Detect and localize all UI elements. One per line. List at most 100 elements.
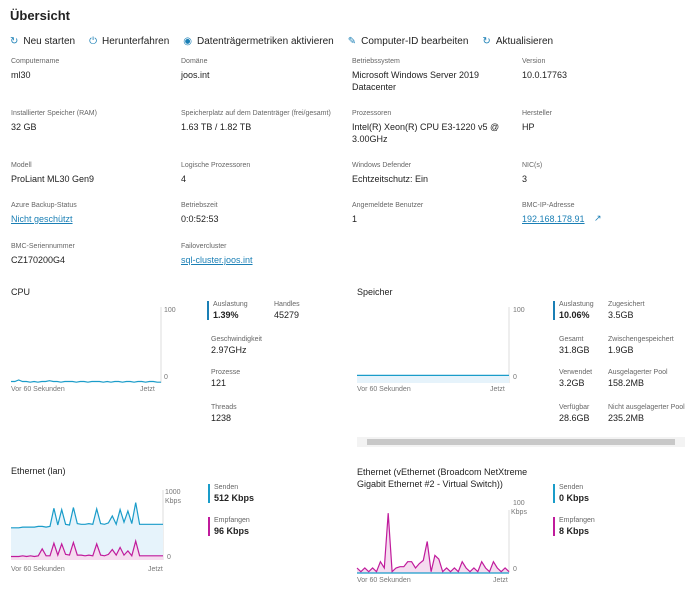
- property-label: BMC-Seriennummer: [11, 243, 75, 250]
- eth2-unit: Kbps: [511, 509, 527, 516]
- power-icon: ⏻: [89, 36, 98, 47]
- cpu-title: CPU: [11, 287, 31, 297]
- eth2-receive-line: [356, 513, 510, 574]
- property-value: joos.int: [181, 70, 210, 80]
- refresh-button[interactable]: ↻ Aktualisieren: [482, 36, 553, 47]
- label: Threads: [211, 404, 237, 411]
- value: 96 Kbps: [214, 526, 250, 536]
- property-value: 32 GB: [11, 122, 37, 132]
- property-value: Echtzeitschutz: Ein: [352, 174, 429, 184]
- property-installierter-speicher-ram-: Installierter Speicher (RAM) 32 GB: [11, 110, 176, 133]
- property-label: Domäne: [181, 58, 208, 65]
- property-value: 1.63 TB / 1.82 TB: [181, 122, 252, 132]
- eth1-ymax: 1000: [165, 489, 181, 496]
- eth1-receive: Empfangen 96 Kbps: [208, 517, 250, 536]
- eth2-ymax: 100: [513, 500, 525, 507]
- value: 28.6GB: [559, 413, 590, 423]
- property-value: 4: [181, 174, 187, 184]
- property-label: Failovercluster: [181, 243, 227, 250]
- eth2-send: Senden 0 Kbps: [553, 484, 589, 503]
- property-bmc-seriennummer: BMC-Seriennummer CZ170200G4: [11, 243, 176, 266]
- cpu-ymin: 0: [164, 374, 168, 381]
- property-label: Betriebssystem: [352, 58, 400, 65]
- cpu-speed: Geschwindigkeit 2.97GHz: [205, 336, 262, 355]
- restart-label: Neu starten: [23, 36, 76, 47]
- property-prozessoren: Prozessoren Intel(R) Xeon(R) CPU E3-1220 …: [352, 110, 517, 145]
- property-value: Microsoft Windows Server 2019 Datacenter: [352, 70, 480, 92]
- mem-total: Gesamt 31.8GB: [553, 336, 590, 355]
- refresh-label: Aktualisieren: [495, 36, 554, 47]
- horizontal-scrollbar[interactable]: [357, 437, 685, 447]
- mem-committed: Zugesichert 3.5GB: [602, 301, 645, 320]
- eth1-unit: Kbps: [165, 498, 181, 505]
- value: 121: [211, 378, 227, 388]
- value: 3.2GB: [559, 378, 585, 388]
- value: 235.2MB: [608, 413, 645, 423]
- edit-id-label: Computer-ID bearbeiten: [361, 36, 469, 47]
- cpu-threads: Threads 1238: [205, 404, 237, 423]
- property-label: Computername: [11, 58, 60, 65]
- property-azure-backup-status: Azure Backup-Status Nicht geschützt: [11, 202, 176, 225]
- value: 0 Kbps: [559, 493, 590, 503]
- property-value: HP: [522, 122, 535, 132]
- mem-ymin: 0: [513, 374, 517, 381]
- property-label: Prozessoren: [352, 110, 392, 117]
- mem-cached: Zwischengespeichert 1.9GB: [602, 336, 674, 355]
- property-value: 3: [522, 174, 528, 184]
- property-version: Version 10.0.17763: [522, 58, 685, 81]
- eth1-title: Ethernet (lan): [11, 466, 66, 476]
- property-value: Intel(R) Xeon(R) CPU E3-1220 v5 @ 3.00GH…: [352, 122, 500, 144]
- property-label: Angemeldete Benutzer: [352, 202, 424, 209]
- eth1-chart: [11, 490, 164, 560]
- value: 10.06%: [559, 310, 590, 320]
- eth2-title: Ethernet (vEthernet (Broadcom NetXtreme …: [357, 467, 528, 489]
- property-link[interactable]: Nicht geschützt: [11, 214, 73, 224]
- mem-ymax: 100: [513, 307, 525, 314]
- label: Senden: [214, 484, 239, 491]
- property-speicherplatz-auf-dem-datentr-ger-frei-gesamt-: Speicherplatz auf dem Datenträger (frei/…: [181, 110, 346, 133]
- property-label: Modell: [11, 162, 32, 169]
- cpu-to: Jetzt: [140, 386, 155, 393]
- shutdown-label: Herunterfahren: [102, 36, 170, 47]
- scrollbar-thumb[interactable]: [367, 439, 675, 445]
- label: Senden: [559, 484, 584, 491]
- property-label: Speicherplatz auf dem Datenträger (frei/…: [181, 110, 331, 117]
- property-label: Hersteller: [522, 110, 552, 117]
- property-bmc-ip-adresse: BMC-IP-Adresse 192.168.178.91 ↗: [522, 202, 685, 225]
- mem-from: Vor 60 Sekunden: [357, 386, 411, 393]
- label: Prozesse: [211, 369, 241, 376]
- mem-nonpaged-pool: Nicht ausgelagerter Pool 235.2MB: [602, 404, 685, 423]
- eth1-receive-area: [11, 541, 163, 560]
- value: 1.9GB: [608, 345, 634, 355]
- shutdown-button[interactable]: ⏻ Herunterfahren: [89, 36, 169, 47]
- eth2-receive-area: [357, 513, 509, 573]
- cpu-processes: Prozesse 121: [205, 369, 240, 388]
- property-link[interactable]: sql-cluster.joos.int: [181, 255, 253, 265]
- mem-used: Verwendet 3.2GB: [553, 369, 592, 388]
- property-label: NIC(s): [522, 162, 543, 169]
- eth2-to: Jetzt: [493, 577, 508, 584]
- edit-computer-id-button[interactable]: ✎ Computer-ID bearbeiten: [348, 36, 469, 47]
- property-link[interactable]: 192.168.178.91: [522, 214, 585, 224]
- property-label: Azure Backup-Status: [11, 202, 77, 209]
- eth2-from: Vor 60 Sekunden: [357, 577, 411, 584]
- property-value: 0:0:52:53: [181, 214, 219, 224]
- label: Empfangen: [559, 517, 595, 524]
- eth2-ymin: 0: [513, 566, 517, 573]
- cpu-from: Vor 60 Sekunden: [11, 386, 65, 393]
- restart-button[interactable]: ↻ Neu starten: [10, 36, 75, 47]
- external-link-icon[interactable]: ↗: [594, 213, 602, 223]
- cpu-ymax: 100: [164, 307, 176, 314]
- property-label: Windows Defender: [352, 162, 412, 169]
- mem-utilization: Auslastung 10.06%: [553, 301, 594, 320]
- value: 158.2MB: [608, 378, 645, 388]
- label: Empfangen: [214, 517, 250, 524]
- property-nic-s-: NIC(s) 3: [522, 162, 685, 185]
- value: 45279: [274, 310, 300, 320]
- label: Geschwindigkeit: [211, 336, 262, 343]
- property-label: Version: [522, 58, 546, 65]
- restart-icon: ↻: [10, 36, 19, 47]
- property-windows-defender: Windows Defender Echtzeitschutz: Ein: [352, 162, 517, 185]
- enable-disk-metrics-button[interactable]: ◉ Datenträgermetriken aktivieren: [183, 36, 333, 47]
- pencil-icon: ✎: [347, 36, 357, 47]
